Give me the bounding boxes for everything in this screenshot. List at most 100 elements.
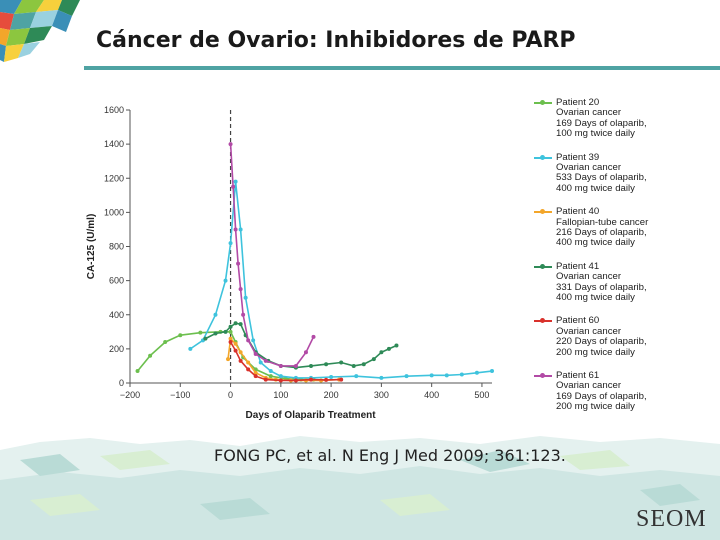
data-point [354,374,359,379]
legend-detail: Ovarian cancer [556,162,622,173]
data-point [404,374,409,379]
legend-text: Patient 60 Ovarian cancer 220 Days of olap… [556,315,716,358]
legend-detail: 533 Days of olaparib, [556,172,647,184]
legend-series-name: Patient 20 [556,97,600,108]
x-axis-label: Days of Olaparib Treatment [246,410,377,421]
legend-text: Patient 39 Ovarian cancer 533 Days of olap… [556,151,716,195]
data-point [253,351,258,356]
data-point [228,336,233,341]
data-point [233,348,238,353]
legend-swatch-dot [540,100,545,105]
y-tick-label: 400 [109,310,124,320]
data-point [268,374,273,379]
data-point [238,287,243,292]
x-tick-label: −100 [170,390,190,400]
legend-swatch-dot [540,154,545,160]
legend-detail: 169 Days of olaparib, [556,390,647,402]
legend-detail: 200 mg twice daily [556,401,635,413]
data-point [394,343,399,348]
x-tick-label: 200 [324,390,339,400]
data-point [303,350,308,355]
data-point [379,350,384,355]
y-tick-label: 1400 [104,139,124,149]
data-point [324,362,329,367]
data-point [238,227,243,232]
seom-logo: SEOM [636,506,707,532]
legend-swatch-dot [540,263,545,269]
data-point [233,341,238,346]
x-tick-label: 0 [228,390,233,400]
series-line-2 [189,181,493,379]
title-rule [84,66,720,70]
legend-entry: Patient 20 Ovarian cancer 169 Days of olap… [534,97,716,153]
data-point [135,369,140,374]
y-tick-label: 1200 [104,173,124,183]
data-point [361,362,366,367]
data-point [351,363,356,368]
legend-detail: 400 mg twice daily [556,182,635,194]
x-tick-label: 500 [474,390,489,400]
legend-series-name: Patient 39 [556,151,600,163]
citation-text: FONG PC, et al. N Eng J Med 2009; 361:12… [214,446,566,465]
legend-text: Patient 61 Ovarian cancer 169 Days of olap… [556,369,716,413]
series-line-4 [205,322,397,369]
y-tick-label: 200 [109,344,124,354]
y-axis-label: CA-125 (U/ml) [86,214,97,280]
data-point [228,241,233,246]
legend-entry: Patient 60 Ovarian cancer 220 Days of olap… [534,315,716,371]
series-line-1 [136,331,314,381]
data-point [203,336,208,341]
data-point [246,360,251,365]
data-point [243,295,248,300]
data-point [233,321,238,326]
data-point [324,377,329,382]
data-point [233,227,238,232]
page-title: Cáncer de Ovario: Inhibidores de PARP [96,28,576,53]
data-point [258,360,263,365]
legend-entry: Patient 61 Ovarian cancer 169 Days of olap… [534,369,716,426]
legend-swatch-dot [540,209,545,215]
data-point [228,324,233,329]
data-point [223,278,228,283]
data-point [386,346,391,351]
data-point [253,374,258,379]
data-point [241,312,246,317]
data-point [371,357,376,362]
data-point [278,363,283,368]
data-point [246,367,251,372]
data-point [178,333,183,338]
data-point [253,370,258,375]
y-tick-label: 600 [109,276,124,286]
data-point [339,377,344,382]
legend-entry: Patient 39 Ovarian cancer 533 Days of olap… [534,151,716,208]
data-point [251,338,256,343]
data-point [293,378,298,383]
y-tick-label: 800 [109,242,124,252]
data-point [490,369,494,374]
legend-detail: 100 mg twice daily [556,128,635,140]
legend-detail: 216 Days of olaparib, [556,227,647,238]
legend-detail: 220 Days of olaparib, [556,336,647,348]
mosaic-corner-decoration [0,0,80,68]
legend-swatch-dot [540,318,545,324]
legend-swatch [534,262,554,272]
data-point [236,261,241,266]
legend-swatch [534,207,554,217]
legend-entry: Patient 41 Ovarian cancer 331 Days of olap… [534,261,716,317]
legend-detail: Fallopian-tube cancer [556,216,649,228]
legend-entry: Patient 40 Fallopian-tube cancer 216 Days … [534,206,716,262]
x-tick-label: 100 [273,390,288,400]
data-point [379,375,384,380]
data-point [188,346,193,351]
legend-series-name: Patient 61 [556,369,600,381]
legend-detail: 200 mg twice daily [556,346,635,358]
legend-text: Patient 40 Fallopian-tube cancer 216 Days … [556,206,716,249]
legend-swatch [534,98,554,108]
data-point [213,331,218,336]
data-point [329,375,334,380]
ca125-line-chart: 0 200 400 600 800 1000 1200 1400 1600 −200 −100 0 10… [86,105,494,421]
legend-series-name: Patient 60 [556,315,600,327]
x-tick-label: −200 [120,390,140,400]
legend-swatch-dot [540,372,545,378]
legend-swatch [534,316,554,326]
